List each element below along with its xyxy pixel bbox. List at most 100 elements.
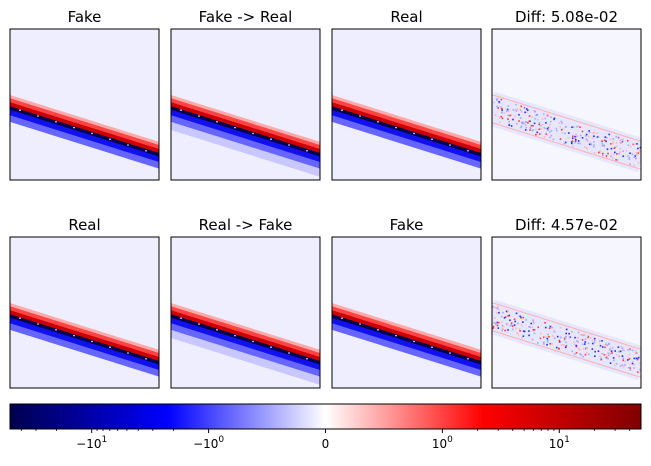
panel-frame: [170, 28, 321, 181]
diff-pixel: [586, 139, 589, 141]
heatmap-panel: Fake: [9, 8, 160, 181]
diff-pixel: [622, 366, 625, 368]
diff-pixel: [618, 355, 621, 358]
diff-pixel: [622, 349, 624, 351]
diff-pixel: [601, 152, 604, 155]
band-core: [332, 313, 481, 365]
band-blue-outer: [332, 319, 481, 377]
diff-pixel: [620, 345, 623, 348]
diff-pixel: [517, 333, 520, 336]
diff-pixel: [637, 161, 640, 164]
diff-pixel: [607, 352, 610, 355]
diff-pixel: [626, 139, 629, 142]
diff-pixel: [510, 114, 513, 116]
diff-pixel: [614, 364, 616, 367]
diff-pixel: [547, 115, 550, 117]
diff-pixel: [559, 138, 562, 140]
diff-pixel: [522, 335, 525, 337]
band-speck: [109, 138, 111, 141]
diff-pixel: [560, 336, 562, 339]
diff-pixel: [537, 118, 539, 121]
diff-pixel: [637, 356, 640, 359]
diff-pixel: [561, 344, 563, 346]
diff-pixel: [496, 307, 499, 309]
diff-pixel: [603, 145, 606, 147]
diff-pixel: [561, 122, 563, 124]
diff-pixel: [593, 135, 595, 138]
colorbar-tick-label: −101: [76, 435, 107, 451]
diff-pixel: [584, 341, 587, 343]
band-speck: [449, 352, 451, 354]
heatmap-panel: Real -> Fake: [170, 216, 321, 389]
diff-pixel: [619, 139, 622, 142]
diff-pixel: [512, 109, 515, 111]
diff-pixel: [540, 128, 542, 130]
diff-pixel: [515, 122, 518, 125]
band-speck: [73, 334, 75, 337]
diff-pixel: [606, 148, 609, 151]
diff-pixel: [636, 352, 638, 354]
diff-pixel: [603, 144, 605, 146]
diff-pixel: [599, 355, 601, 358]
diff-pixel: [514, 320, 516, 323]
diff-pixel: [604, 136, 607, 138]
diff-pixel: [521, 121, 524, 124]
diff-pixel: [514, 109, 517, 111]
diff-pixel: [567, 137, 570, 139]
diff-pixel: [633, 156, 636, 158]
diff-pixel: [635, 352, 638, 354]
diff-pixel: [581, 339, 584, 341]
diff-pixel: [517, 322, 519, 325]
band-blue-outer: [171, 319, 320, 377]
diff-pixel: [531, 129, 534, 132]
diff-pixel: [505, 323, 508, 325]
colorbar-tick-label: 100: [432, 435, 453, 451]
panel-frame: [170, 236, 321, 389]
diff-pixel: [543, 136, 546, 138]
diff-pixel: [607, 152, 609, 155]
diff-pixel: [496, 105, 498, 108]
diff-pixel: [629, 163, 631, 166]
diff-pixel: [549, 342, 552, 345]
diff-pixel: [614, 350, 617, 352]
diff-pixel: [634, 350, 637, 352]
diff-pixel: [604, 346, 606, 349]
diff-pixel: [501, 117, 504, 120]
band-red: [332, 101, 481, 153]
diff-pixel: [565, 335, 567, 338]
diff-pixel: [524, 124, 527, 126]
diff-pixel: [603, 139, 606, 142]
colorbar-tick-label: 101: [549, 435, 570, 451]
diff-pixel: [501, 107, 503, 110]
diff-pixel: [498, 311, 500, 314]
diff-pixel: [528, 326, 531, 328]
diff-pixel: [496, 312, 499, 314]
diff-pixel: [597, 350, 600, 352]
diff-pixel: [610, 350, 613, 352]
diff-pixel: [512, 328, 514, 331]
band-speck: [37, 323, 39, 325]
diff-pixel: [588, 143, 591, 146]
band-speck: [109, 346, 111, 349]
band-speck: [377, 121, 379, 123]
diff-pixel: [493, 101, 495, 104]
diff-pixel: [585, 133, 588, 136]
band-blue: [332, 107, 481, 163]
diff-pixel: [586, 147, 588, 149]
diff-pixel: [590, 143, 593, 146]
band-speck: [234, 334, 236, 337]
diff-pixel: [498, 100, 500, 103]
diff-pixel: [564, 141, 567, 144]
band-core: [171, 313, 320, 365]
band-layer: [492, 29, 641, 180]
diff-pixel: [522, 122, 525, 125]
band-speck: [91, 340, 93, 343]
band-blue-outer: [10, 319, 159, 377]
diff-pixel: [528, 330, 530, 332]
diff-pixel: [629, 369, 632, 371]
diff-pixel: [519, 109, 522, 111]
diff-pixel: [511, 325, 514, 327]
diff-pixel: [585, 347, 588, 350]
diff-pixel: [538, 128, 540, 131]
